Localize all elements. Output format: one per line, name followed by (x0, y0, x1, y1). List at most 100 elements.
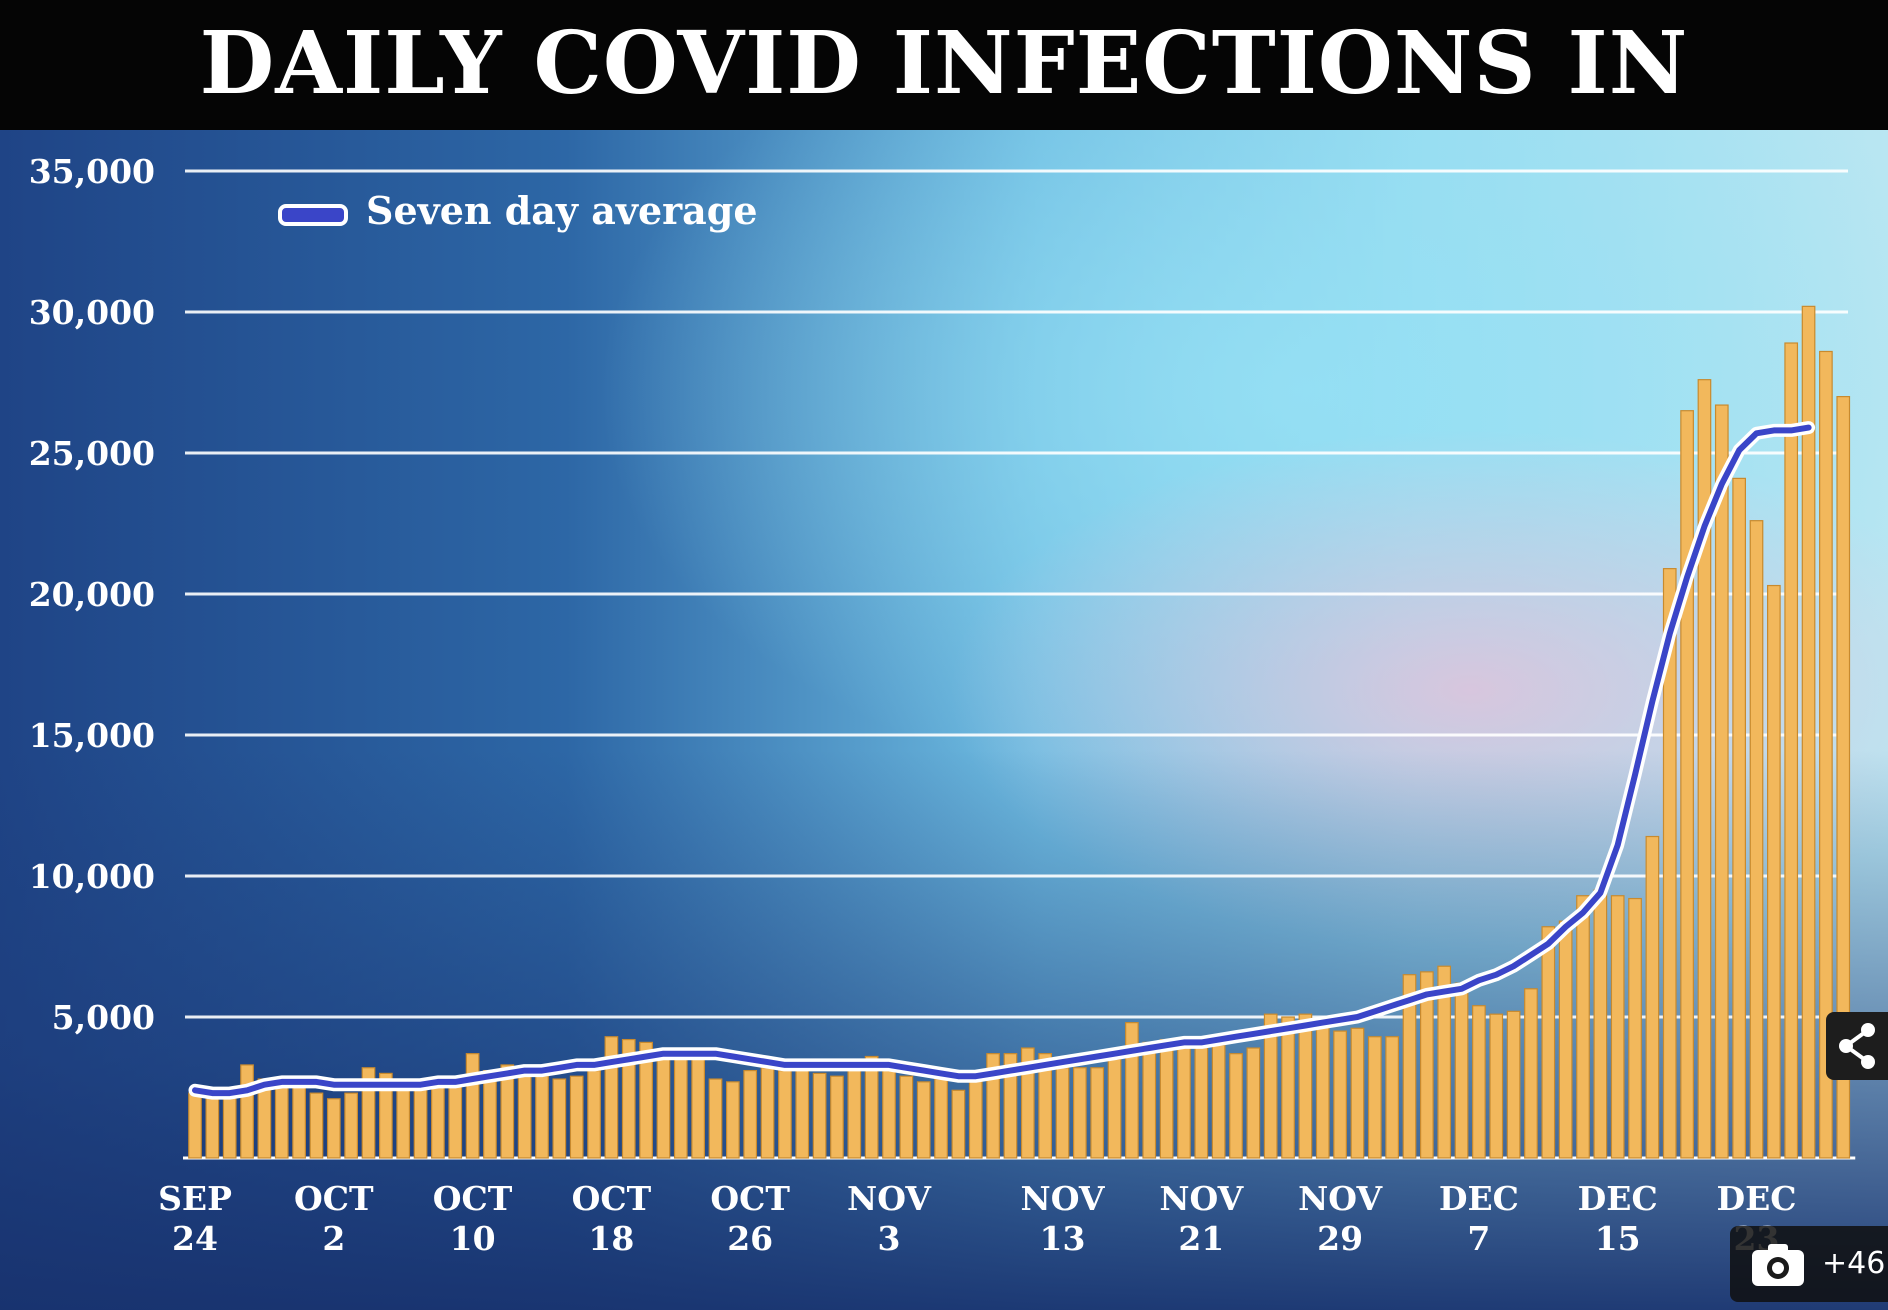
bar (1766, 584, 1781, 1159)
x-tick-label: 21 (1178, 1219, 1224, 1258)
bar (517, 1067, 532, 1159)
x-tick-label: NOV (1159, 1179, 1244, 1218)
bar (1628, 897, 1642, 1159)
bar (743, 1069, 758, 1159)
bar (1072, 1067, 1087, 1159)
bar (1142, 1041, 1157, 1159)
bar (1472, 1005, 1486, 1159)
bar (830, 1075, 844, 1159)
bar (621, 1038, 636, 1159)
bar (326, 1098, 341, 1159)
x-tick-label: OCT (294, 1179, 374, 1218)
bar (1836, 396, 1851, 1159)
bar (274, 1084, 289, 1159)
bar (1489, 1013, 1504, 1159)
bar (1714, 404, 1729, 1159)
x-tick-label: 24 (172, 1219, 218, 1258)
x-tick-label: 10 (450, 1219, 496, 1258)
bar (1229, 1053, 1243, 1159)
bar (916, 1081, 931, 1159)
bar (1541, 926, 1556, 1159)
bar (673, 1055, 688, 1159)
bar (1558, 920, 1573, 1159)
x-tick-label: 26 (727, 1219, 773, 1258)
y-tick-label: 5,000 (52, 998, 155, 1037)
share-icon (1839, 1023, 1875, 1069)
bar (396, 1081, 411, 1159)
bar (1125, 1022, 1139, 1159)
bar (552, 1078, 567, 1159)
gallery-button[interactable]: +46 (1730, 1226, 1888, 1302)
bar (240, 1064, 254, 1159)
x-tick-label: 13 (1040, 1219, 1086, 1258)
x-tick-label: 7 (1467, 1219, 1490, 1258)
x-tick-label: 15 (1595, 1219, 1641, 1258)
bar (899, 1075, 914, 1159)
bar (1749, 520, 1764, 1159)
bar (864, 1055, 879, 1159)
x-axis-ticks: SEP24OCT2OCT10OCT18OCT26NOV3NOV13NOV21NO… (158, 1179, 1796, 1258)
bar (1402, 974, 1417, 1159)
x-tick-label: NOV (1021, 1179, 1106, 1218)
bar (1610, 895, 1625, 1159)
bar (951, 1089, 966, 1159)
bar (1020, 1047, 1035, 1159)
y-tick-label: 25,000 (29, 434, 155, 473)
y-axis-ticks: 5,000 10,000 15,000 20,000 25,000 30,000 35,00… (29, 152, 155, 1037)
bar (1246, 1047, 1261, 1159)
x-tick-label: 18 (588, 1219, 634, 1258)
bar (1281, 1016, 1295, 1159)
bar (1194, 1038, 1209, 1159)
y-tick-label: 10,000 (29, 857, 155, 896)
bar (812, 1072, 827, 1159)
bar (760, 1067, 775, 1159)
bar (691, 1058, 706, 1159)
bar (1211, 1044, 1226, 1159)
camera-icon (1752, 1244, 1804, 1286)
seven-day-average (188, 421, 1816, 1100)
bar (1367, 1036, 1382, 1159)
bar (1593, 889, 1608, 1159)
bar (500, 1064, 515, 1159)
bar (708, 1078, 723, 1159)
bar (1680, 410, 1694, 1159)
x-tick-label: 2 (322, 1219, 345, 1258)
bar (1263, 1013, 1278, 1159)
bar (569, 1075, 584, 1159)
bar (587, 1069, 601, 1159)
bar (448, 1075, 463, 1159)
bar (1038, 1053, 1053, 1159)
bar (1645, 835, 1660, 1159)
bar (639, 1041, 653, 1159)
average-line (192, 424, 1812, 1097)
bar (1107, 1058, 1122, 1159)
bar (222, 1092, 237, 1159)
x-tick-label: 3 (878, 1219, 901, 1258)
share-button[interactable] (1826, 1012, 1888, 1080)
bar (413, 1086, 428, 1159)
x-tick-label: DEC (1439, 1179, 1519, 1218)
bar (431, 1078, 445, 1159)
x-tick-label: SEP (158, 1179, 232, 1218)
bar (1801, 305, 1816, 1159)
bars (188, 305, 1851, 1159)
bar (847, 1067, 862, 1159)
bar (1419, 971, 1434, 1159)
bar (1506, 1010, 1521, 1159)
title-bar: DAILY COVID INFECTIONS IN LONDON (0, 0, 1888, 218)
bar (968, 1078, 983, 1159)
bar (1437, 965, 1452, 1159)
bar (1350, 1027, 1365, 1159)
bar (882, 1061, 896, 1159)
bar (1819, 350, 1833, 1159)
bar (1315, 1019, 1330, 1159)
bar (1298, 1013, 1313, 1159)
bar (778, 1069, 792, 1159)
bar (1003, 1053, 1018, 1159)
bar (205, 1092, 220, 1159)
x-tick-label: DEC (1578, 1179, 1658, 1218)
legend-label: Seven day average (366, 188, 758, 233)
bar (1090, 1067, 1105, 1159)
y-tick-label: 20,000 (29, 575, 155, 614)
